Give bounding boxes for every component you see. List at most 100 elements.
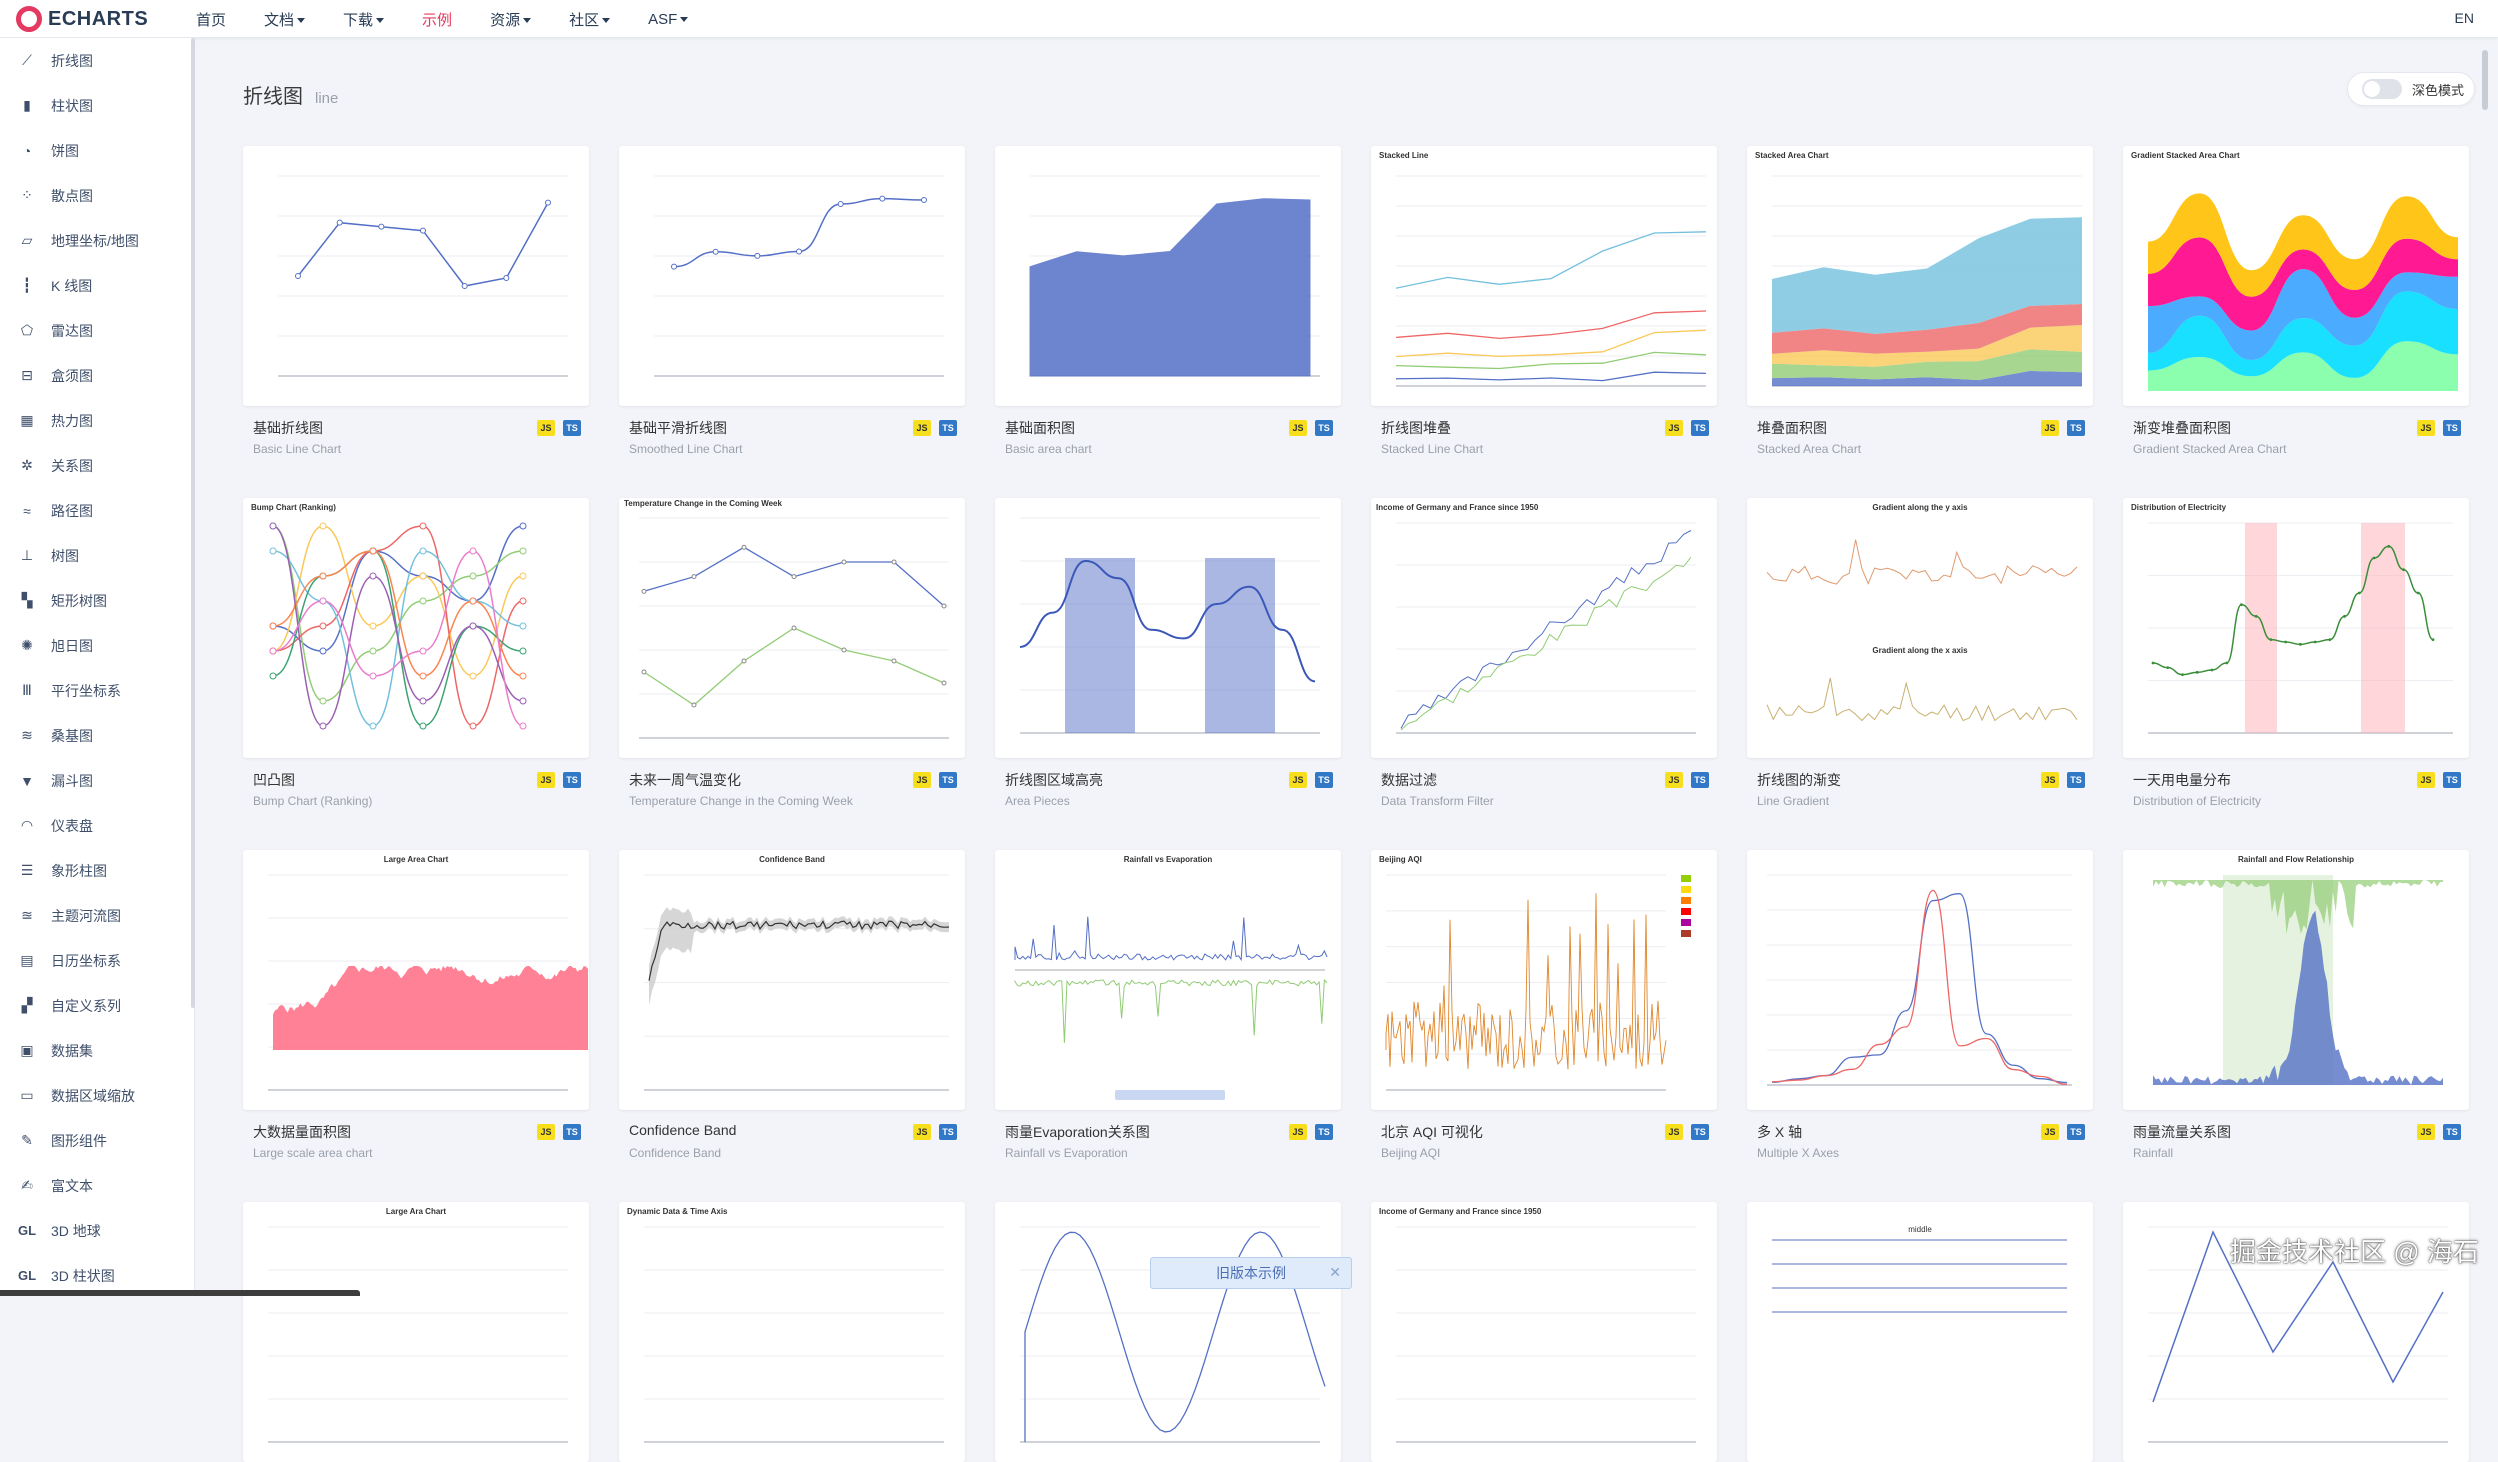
card-title-cn[interactable]: 多 X 轴 xyxy=(1757,1124,1803,1140)
chart-thumbnail[interactable]: Large Area Chart xyxy=(243,850,589,1110)
sidebar-item-15[interactable]: ≋ 桑基图 xyxy=(0,713,194,758)
example-card[interactable]: Gradient along the y axis Gradient along … xyxy=(1747,498,2093,824)
example-card[interactable]: Gradient Stacked Area Chart 渐变堆叠面积图 Gradie… xyxy=(2123,146,2469,472)
chart-thumbnail[interactable]: Large Ara Chart xyxy=(243,1202,589,1462)
sidebar-item-14[interactable]: Ⅲ 平行坐标系 xyxy=(0,668,194,713)
js-badge[interactable]: JS xyxy=(913,420,931,436)
example-card[interactable]: Income of Germany and France since 1950 xyxy=(1371,1202,1717,1462)
js-badge[interactable]: JS xyxy=(1665,1124,1683,1140)
sidebar-item-2[interactable]: ◔ 饼图 xyxy=(0,128,194,173)
js-badge[interactable]: JS xyxy=(2417,420,2435,436)
js-badge[interactable]: JS xyxy=(913,1124,931,1140)
sidebar-item-12[interactable]: ▚ 矩形树图 xyxy=(0,578,194,623)
chart-thumbnail[interactable] xyxy=(1747,850,2093,1110)
sidebar-item-21[interactable]: ▞ 自定义系列 xyxy=(0,983,194,1028)
chart-thumbnail[interactable]: Beijing AQI xyxy=(1371,850,1717,1110)
sidebar-item-11[interactable]: ⊥ 树图 xyxy=(0,533,194,578)
sidebar-item-16[interactable]: ▼ 漏斗图 xyxy=(0,758,194,803)
example-card[interactable]: 基础折线图 Basic Line Chart JS TS xyxy=(243,146,589,472)
example-card[interactable]: Large Area Chart 大数据量面积图 Large scale area … xyxy=(243,850,589,1176)
example-card[interactable]: Dynamic Data & Time Axis xyxy=(619,1202,965,1462)
example-card[interactable] xyxy=(995,1202,1341,1462)
card-title-cn[interactable]: 基础折线图 xyxy=(253,420,323,436)
ts-badge[interactable]: TS xyxy=(1315,1124,1333,1140)
chart-thumbnail[interactable] xyxy=(995,146,1341,406)
js-badge[interactable]: JS xyxy=(1289,420,1307,436)
example-card[interactable]: Bump Chart (Ranking) 凹凸图 Bump Chart (Ranki… xyxy=(243,498,589,824)
card-title-cn[interactable]: 雨量流量关系图 xyxy=(2133,1124,2231,1140)
chart-thumbnail[interactable]: Rainfall and Flow Relationship xyxy=(2123,850,2469,1110)
example-card[interactable]: Beijing AQI 北京 AQI 可视化 Beijing AQI JS TS xyxy=(1371,850,1717,1176)
ts-badge[interactable]: TS xyxy=(1691,772,1709,788)
card-title-cn[interactable]: 雨量Evaporation关系图 xyxy=(1005,1124,1150,1140)
js-badge[interactable]: JS xyxy=(2041,772,2059,788)
chart-thumbnail[interactable]: Distribution of Electricity xyxy=(2123,498,2469,758)
js-badge[interactable]: JS xyxy=(1665,420,1683,436)
nav-item-6[interactable]: ASF xyxy=(648,11,689,28)
sidebar-item-24[interactable]: ✎ 图形组件 xyxy=(0,1118,194,1163)
nav-item-4[interactable]: 资源 xyxy=(490,9,532,30)
card-title-cn[interactable]: 折线图堆叠 xyxy=(1381,420,1451,436)
example-card[interactable]: Stacked Area Chart 堆叠面积图 Stacked Area Char… xyxy=(1747,146,2093,472)
chart-thumbnail[interactable]: Stacked Area Chart xyxy=(1747,146,2093,406)
ts-badge[interactable]: TS xyxy=(1315,772,1333,788)
js-badge[interactable]: JS xyxy=(2417,772,2435,788)
js-badge[interactable]: JS xyxy=(1665,772,1683,788)
ts-badge[interactable]: TS xyxy=(2067,1124,2085,1140)
js-badge[interactable]: JS xyxy=(913,772,931,788)
sidebar-item-4[interactable]: ▱ 地理坐标/地图 xyxy=(0,218,194,263)
chart-thumbnail[interactable]: Gradient along the y axis Gradient along … xyxy=(1747,498,2093,758)
language-switch[interactable]: EN xyxy=(2454,10,2474,26)
sidebar-item-7[interactable]: ⊟ 盒须图 xyxy=(0,353,194,398)
toggle-switch[interactable] xyxy=(2362,79,2402,99)
sidebar-item-3[interactable]: ⁘ 散点图 xyxy=(0,173,194,218)
card-title-cn[interactable]: 数据过滤 xyxy=(1381,772,1437,788)
ts-badge[interactable]: TS xyxy=(2067,772,2085,788)
sidebar-item-26[interactable]: GL 3D 地球 xyxy=(0,1208,194,1253)
chart-thumbnail[interactable] xyxy=(995,498,1341,758)
example-card[interactable]: 折线图区域高亮 Area Pieces JS TS xyxy=(995,498,1341,824)
ts-badge[interactable]: TS xyxy=(563,1124,581,1140)
card-title-cn[interactable]: 一天用电量分布 xyxy=(2133,772,2231,788)
close-icon[interactable]: ✕ xyxy=(1329,1264,1341,1280)
ts-badge[interactable]: TS xyxy=(2443,1124,2461,1140)
chart-thumbnail[interactable]: Stacked Line xyxy=(1371,146,1717,406)
sidebar-item-17[interactable]: ◠ 仪表盘 xyxy=(0,803,194,848)
dark-mode-toggle[interactable]: 深色模式 xyxy=(2347,72,2475,106)
echarts-logo[interactable]: ECHARTS xyxy=(16,4,148,34)
chart-thumbnail[interactable]: Confidence Band xyxy=(619,850,965,1110)
sidebar-item-23[interactable]: ▭ 数据区域缩放 xyxy=(0,1073,194,1118)
js-badge[interactable]: JS xyxy=(2041,420,2059,436)
sidebar-item-18[interactable]: ☰ 象形柱图 xyxy=(0,848,194,893)
chart-thumbnail[interactable]: Income of Germany and France since 1950 xyxy=(1371,498,1717,758)
card-title-cn[interactable]: 堆叠面积图 xyxy=(1757,420,1827,436)
js-badge[interactable]: JS xyxy=(537,772,555,788)
sidebar-item-19[interactable]: ≊ 主题河流图 xyxy=(0,893,194,938)
ts-badge[interactable]: TS xyxy=(563,420,581,436)
example-card[interactable]: Distribution of Electricity 一天用电量分布 Distri… xyxy=(2123,498,2469,824)
nav-item-0[interactable]: 首页 xyxy=(196,9,226,30)
example-card[interactable]: Large Ara Chart xyxy=(243,1202,589,1462)
js-badge[interactable]: JS xyxy=(1289,1124,1307,1140)
ts-badge[interactable]: TS xyxy=(939,772,957,788)
nav-item-3[interactable]: 示例 xyxy=(422,9,452,30)
ts-badge[interactable]: TS xyxy=(2443,772,2461,788)
js-badge[interactable]: JS xyxy=(2041,1124,2059,1140)
nav-item-5[interactable]: 社区 xyxy=(569,9,611,30)
sidebar-item-9[interactable]: ✲ 关系图 xyxy=(0,443,194,488)
example-card[interactable]: middle xyxy=(1747,1202,2093,1462)
ts-badge[interactable]: TS xyxy=(1691,420,1709,436)
sidebar-item-13[interactable]: ✺ 旭日图 xyxy=(0,623,194,668)
chart-thumbnail[interactable]: Bump Chart (Ranking) xyxy=(243,498,589,758)
js-badge[interactable]: JS xyxy=(1289,772,1307,788)
sidebar-item-5[interactable]: ┇ K 线图 xyxy=(0,263,194,308)
example-card[interactable]: Income of Germany and France since 1950 数… xyxy=(1371,498,1717,824)
ts-badge[interactable]: TS xyxy=(2067,420,2085,436)
card-title-cn[interactable]: 渐变堆叠面积图 xyxy=(2133,420,2231,436)
chart-thumbnail[interactable]: Dynamic Data & Time Axis xyxy=(619,1202,965,1462)
ts-badge[interactable]: TS xyxy=(939,420,957,436)
chart-thumbnail[interactable]: Rainfall vs Evaporation xyxy=(995,850,1341,1110)
js-badge[interactable]: JS xyxy=(2417,1124,2435,1140)
card-title-cn[interactable]: 大数据量面积图 xyxy=(253,1124,351,1140)
card-title-cn[interactable]: 基础平滑折线图 xyxy=(629,420,727,436)
